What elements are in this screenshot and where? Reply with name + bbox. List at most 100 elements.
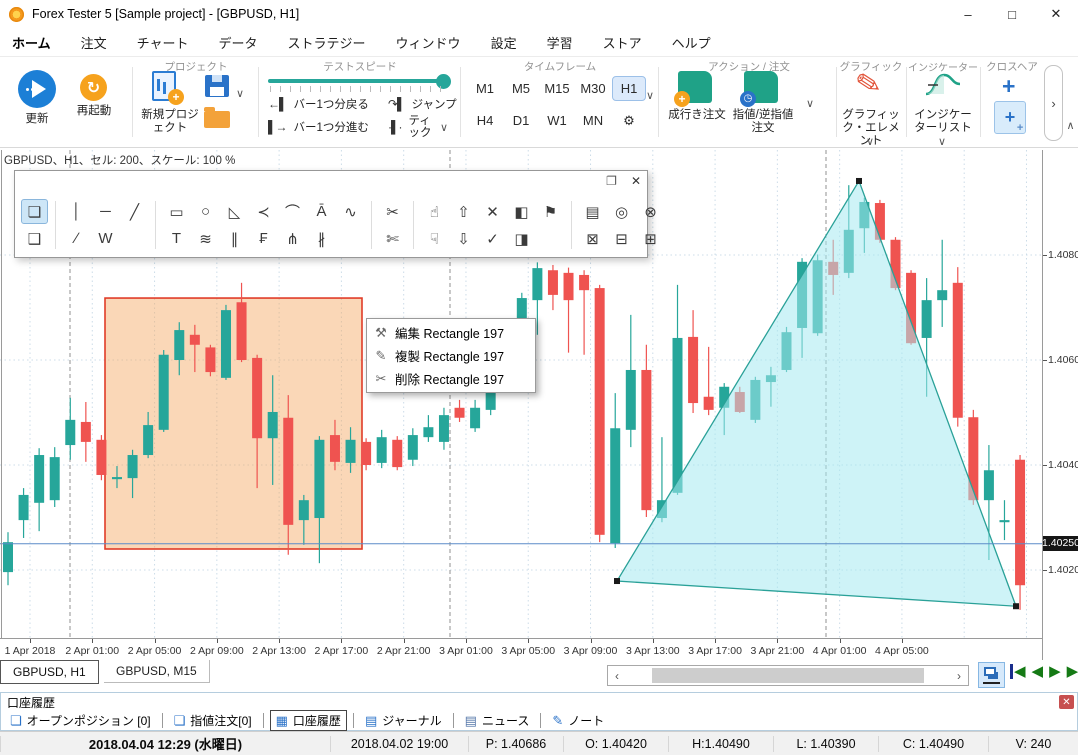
zigzag-tool-icon[interactable]: ∿ [344, 203, 357, 221]
speed-slider[interactable] [268, 79, 450, 83]
panel-tab-2[interactable]: ❏ 指値注文[0] [169, 711, 257, 730]
crosshair-sync-icon[interactable]: + + [994, 101, 1026, 134]
wave-tool-icon[interactable]: W [98, 230, 113, 247]
menu-item-8[interactable]: 学習 [546, 35, 573, 51]
show-object-button-icon[interactable]: ◎ [614, 203, 629, 221]
timeframe-m1[interactable]: M1 [475, 81, 495, 96]
menu-item-2[interactable]: 注文 [80, 35, 107, 51]
cut-below-tool-icon[interactable]: ✄ [386, 230, 399, 248]
pending-order-button[interactable]: 指値/逆指値注文 [732, 109, 794, 134]
save-project-icon[interactable] [205, 75, 229, 97]
chart-plot[interactable] [0, 150, 1042, 638]
arrow-up-mark-icon[interactable]: ⇧ [457, 203, 470, 221]
step-forward-bar-button[interactable]: ▌→ バー1つ分進む [268, 120, 369, 134]
thumb-up-mark-icon[interactable]: ☝ [429, 203, 440, 221]
toolbar-dock-icon[interactable]: ❐ [606, 174, 617, 188]
menu-item-4[interactable]: データ [218, 35, 258, 51]
step-back-bar-button[interactable]: ←▌ バー1つ分戻る [268, 97, 369, 111]
rectangle-tool-icon[interactable]: ▭ [169, 203, 184, 221]
scroll-left-icon[interactable]: ‹ [615, 668, 619, 683]
ellipse-tool-icon[interactable]: ○ [200, 203, 211, 220]
minimize-button[interactable]: – [964, 6, 972, 22]
triangle-tool-icon[interactable]: ◺ [228, 203, 241, 221]
jump-button[interactable]: ↷▌ ジャンプ [388, 97, 457, 111]
new-project-button[interactable]: 新規プロジェクト [141, 109, 199, 134]
panel-close-button[interactable]: ✕ [1059, 695, 1074, 709]
delete-all-button-icon[interactable]: ⊞ [644, 230, 657, 248]
timeframe-h1[interactable]: H1 [612, 76, 646, 101]
speed-slider-knob[interactable] [436, 74, 451, 89]
vertical-line-tool-icon[interactable]: │ [71, 203, 82, 220]
go-to-end-button[interactable]: ▶ [1067, 664, 1078, 679]
scrollbar-thumb[interactable] [652, 668, 924, 683]
panel-tab-4[interactable]: ▤ ジャーナル [360, 711, 447, 730]
graphic-more-chevron-icon[interactable]: ∨ [866, 136, 875, 148]
duplicate-rectangle-menu-item[interactable]: ✎ 複製 Rectangle 197 [367, 344, 535, 367]
flag-mark-icon[interactable]: ⚑ [543, 203, 558, 221]
scroll-right-icon[interactable]: › [957, 668, 961, 683]
hide-object-button-icon[interactable]: ⊗ [644, 203, 657, 221]
cut-above-tool-icon[interactable]: ✂ [386, 203, 399, 221]
description-button-icon[interactable]: ▤ [585, 203, 600, 221]
price-axis[interactable]: 1.40800 1.40600 1.40400 1.40200 1.40250 [1042, 150, 1078, 660]
tick-mode-button[interactable]: ·▌· ティック [388, 115, 432, 139]
trend-line-tool-icon[interactable]: ╱ [129, 203, 140, 221]
timeframe-m5[interactable]: M5 [511, 81, 531, 96]
gann-fan-tool-icon[interactable]: ⌒ [284, 204, 300, 221]
timeframe-settings-gear-icon[interactable]: ⚙ [623, 112, 635, 128]
indicator-list-button[interactable]: インジケーターリスト [914, 109, 972, 134]
chart-tab-gbpusd-m15[interactable]: GBPUSD, M15 [104, 660, 210, 683]
panel-tab-1[interactable]: ❏ オープンポジション [0] [5, 711, 156, 730]
restart-button[interactable]: 再起動 [76, 105, 112, 117]
drawing-toolbar-window[interactable]: ❐ ✕ ❏ ❑ │ ─ ╱ ∕ W ▭ ○ ◺ ≺ ⌒ Ā ∿ T ≋ ∥ ₣ ⋔ ∦ ✂ ✄ ☝ ⇧ ✕ ◧ ⚑ ☟ ⇩ ✓ ◨ ▤ ◎ ⊗ ⊠ ⊟… [14, 170, 657, 258]
panel-tab-3[interactable]: ▦ 口座履歴 [269, 710, 347, 731]
thumb-down-mark-icon[interactable]: ☟ [429, 230, 440, 248]
text-tool-icon[interactable]: T [171, 230, 182, 247]
indicator-curve-icon[interactable] [924, 70, 962, 100]
triangle-drawing[interactable] [615, 179, 1017, 607]
open-project-icon[interactable] [204, 107, 230, 128]
delete-history-button-icon[interactable]: ⊟ [615, 230, 628, 248]
speed-more-chevron-icon[interactable]: ∨ [440, 122, 449, 134]
panel-tab-6[interactable]: ✎ ノート [547, 711, 609, 730]
time-axis[interactable]: 1 Apr 2018 2 Apr 01:00 2 Apr 05:00 2 Apr 09… [0, 638, 1042, 660]
pitchfork-tool-icon[interactable]: ⋔ [286, 230, 299, 248]
price-label-left-icon[interactable]: ◧ [514, 203, 529, 221]
go-to-start-button[interactable]: ◀ [1010, 664, 1026, 679]
close-button[interactable]: ✕ [1050, 6, 1062, 21]
text-levels-tool-icon[interactable]: Ā [316, 203, 327, 220]
edit-rectangle-menu-item[interactable]: ⚒ 編集 Rectangle 197 [367, 321, 535, 344]
arrow-down-mark-icon[interactable]: ⇩ [457, 230, 470, 248]
timeframe-m15[interactable]: M15 [544, 81, 570, 96]
ray-tool-icon[interactable]: ∕ [75, 230, 78, 247]
menu-item-9[interactable]: ストア [602, 35, 642, 51]
delete-rectangle-menu-item[interactable]: ✂ 削除 Rectangle 197 [367, 367, 535, 390]
vertical-channel-tool-icon[interactable]: ∥ [230, 230, 239, 248]
timeframe-d1[interactable]: D1 [512, 113, 530, 128]
timeframe-more-chevron-icon[interactable]: ∨ [646, 90, 655, 102]
select-tool-icon[interactable]: ❏ [21, 199, 48, 224]
cross-mark-icon[interactable]: ✕ [486, 203, 499, 221]
fibonacci-tool-icon[interactable]: ₣ [259, 230, 268, 247]
timeframe-mn[interactable]: MN [582, 113, 604, 128]
graphic-elements-button[interactable]: グラフィック・エレメント [842, 109, 900, 147]
maximize-button[interactable]: □ [1008, 6, 1016, 22]
menu-item-3[interactable]: チャート [136, 35, 189, 51]
ribbon-collapse-icon[interactable]: ∧ [1066, 120, 1075, 132]
multi-line-tool-icon[interactable]: ∦ [317, 230, 326, 248]
step-forward-button[interactable]: ▶ [1049, 663, 1061, 680]
fan-tool-icon[interactable]: ≺ [257, 203, 270, 221]
horizontal-line-tool-icon[interactable]: ─ [100, 203, 111, 220]
menu-item-1[interactable]: ホーム [12, 35, 51, 51]
chart-scrollbar[interactable]: ‹ › [607, 665, 969, 686]
restart-icon[interactable]: ↻ [80, 74, 107, 101]
toolbar-close-icon[interactable]: ✕ [630, 174, 641, 188]
project-more-chevron-icon[interactable]: ∨ [236, 88, 245, 100]
timeframe-h4[interactable]: H4 [476, 113, 494, 128]
menu-item-7[interactable]: 設定 [490, 35, 517, 51]
menu-item-6[interactable]: ウィンドウ [395, 35, 461, 51]
indicator-more-chevron-icon[interactable]: ∨ [938, 136, 947, 148]
update-icon[interactable] [18, 70, 56, 108]
orders-more-chevron-icon[interactable]: ∨ [806, 98, 815, 110]
step-back-button[interactable]: ◀ [1031, 663, 1044, 680]
